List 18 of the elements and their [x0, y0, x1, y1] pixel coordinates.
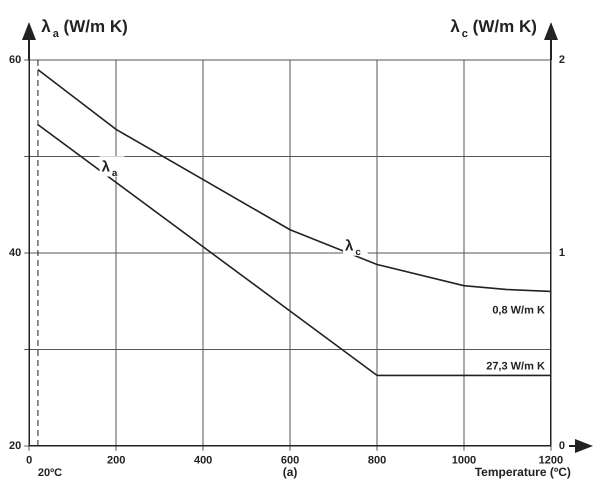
x-tick-label: 800 — [368, 454, 386, 466]
y-tick-label: 60 — [8, 54, 22, 66]
data-label: 0,8 W/m K — [492, 304, 545, 316]
x-axis-title: Temperature (ºC) — [474, 464, 571, 479]
x-tick-label: 200 — [106, 454, 126, 466]
x-tick-label: 400 — [194, 454, 212, 466]
y2-tick-label: 2 — [558, 54, 566, 66]
y2-tick-label: 1 — [558, 246, 566, 259]
x-tick-label: 1000 — [452, 454, 476, 466]
x-tick-label: 1200 — [538, 454, 564, 466]
y-tick-label: 40 — [8, 246, 22, 259]
y2-tick-label: 0 — [558, 440, 566, 452]
x-tick-label: 600 — [280, 454, 300, 466]
y-tick-label: 20 — [8, 440, 22, 452]
ref-line-label: 20ºC — [38, 466, 62, 479]
x-tick-label: 0 — [26, 454, 32, 466]
text: (a) — [282, 464, 298, 479]
data-label: 27,3 W/m K — [486, 360, 545, 372]
